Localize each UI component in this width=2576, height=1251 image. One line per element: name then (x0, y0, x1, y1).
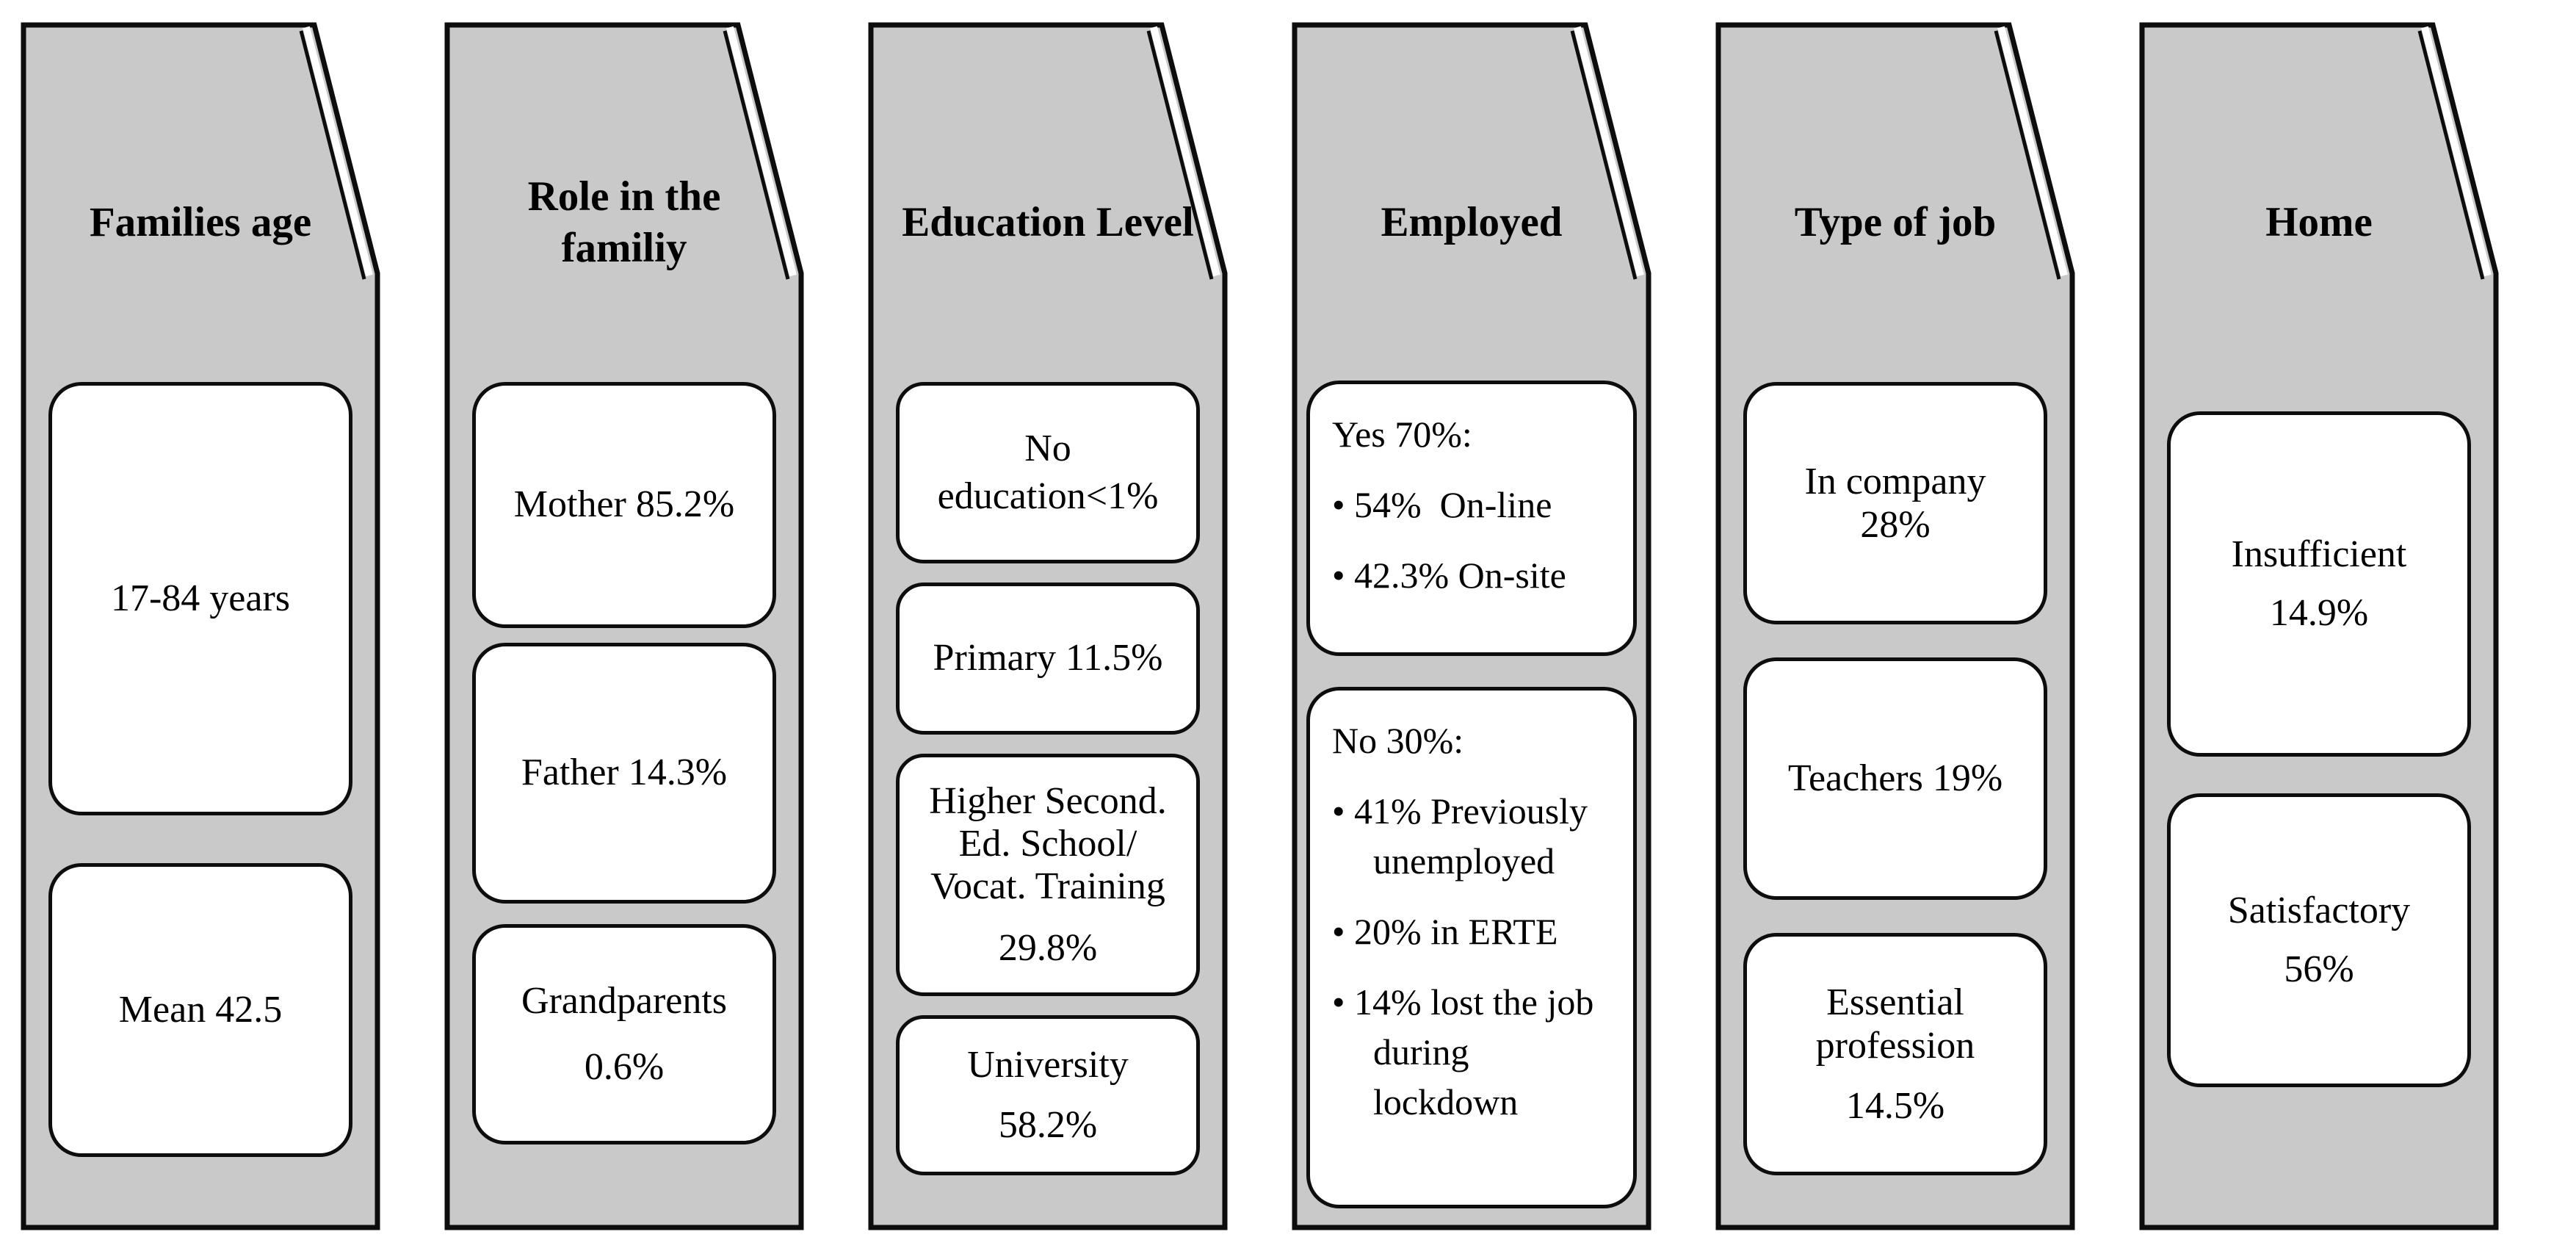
stat-box: Yes 70%: • 54% On-line • 42.3% On-site (1306, 381, 1637, 656)
stat-line: Ed. School/ (958, 822, 1137, 865)
stat-line: Father 14.3% (521, 751, 728, 794)
stat-bullet-line: • 41% Previously unemployed (1332, 790, 1597, 882)
stat-line: University (967, 1043, 1129, 1086)
stat-line: Primary 11.5% (933, 637, 1163, 679)
folded-corner-icon (2421, 26, 2492, 277)
panel-shape (1715, 22, 2075, 1230)
panel-title: Families age (21, 162, 380, 283)
stat-box: Insufficient 14.9% (2167, 411, 2471, 757)
stat-line: Grandparents (521, 979, 728, 1022)
stat-line: 17-84 years (110, 577, 291, 619)
panel-title-text: Employed (1381, 198, 1563, 245)
panel-home: Home Insufficient 14.9% Satisfactory 56% (2139, 22, 2499, 1230)
stat-box: No 30%: • 41% Previously unemployed • 20… (1306, 687, 1637, 1208)
panel-type-of-job: Type of job In company 28% Teachers 19% … (1715, 22, 2075, 1230)
stat-box: Satisfactory 56% (2167, 793, 2471, 1087)
stat-line: In company (1804, 460, 1986, 502)
stat-bullet-line: • 42.3% On-site (1332, 555, 1566, 596)
stat-box: Essential profession 14.5% (1743, 933, 2047, 1175)
folded-corner-icon (1574, 26, 1644, 277)
panel-employed: Employed Yes 70%: • 54% On-line • 42.3% … (1292, 22, 1651, 1230)
panel-title-text: Families age (89, 198, 312, 245)
stat-box: No education<1% (896, 382, 1200, 563)
folded-corner-icon (303, 26, 373, 277)
stat-line: 0.6% (584, 1046, 665, 1088)
stat-box: University 58.2% (896, 1015, 1200, 1175)
stat-box: Higher Second. Ed. School/ Vocat. Traini… (896, 754, 1200, 996)
panel-education-level: Education Level No education<1% Primary … (868, 22, 1228, 1230)
stat-bullet-line: • 14% lost the job during lockdown (1332, 981, 1603, 1122)
panel-title: Role in the familiy (444, 162, 804, 283)
folded-corner-icon (1146, 30, 1214, 280)
stat-box: Teachers 19% (1743, 657, 2047, 900)
stat-box: In company 28% (1743, 382, 2047, 624)
stat-line: Essential (1826, 981, 1964, 1024)
panel-title-text: Role in the familiy (527, 173, 721, 271)
stat-line: Satisfactory (2227, 889, 2411, 931)
stat-box: Primary 11.5% (896, 583, 1200, 735)
stat-line: Yes 70%: (1332, 414, 1472, 455)
stat-line: 14.5% (1845, 1084, 1945, 1127)
stat-box: Mean 42.5 (48, 863, 352, 1157)
stat-bullet-line: • 20% in ERTE (1332, 911, 1558, 952)
stat-box: 17-84 years (48, 382, 352, 815)
stat-line: 58.2% (998, 1104, 1098, 1146)
stat-line: Vocat. Training (930, 865, 1165, 907)
stat-line: Teachers 19% (1787, 757, 2003, 799)
panel-title: Type of job (1715, 162, 2075, 283)
stat-bullet-line: • 54% On-line (1332, 484, 1552, 525)
folded-corner-icon (1994, 30, 2061, 280)
folded-corner-icon (299, 30, 366, 280)
panel-role-in-family: Role in the familiy Mother 85.2% Father … (444, 22, 804, 1230)
stat-line: Higher Second. (929, 779, 1167, 822)
stat-line: No (1024, 428, 1071, 470)
folded-corner-icon (723, 30, 790, 280)
stat-line: Insufficient (2231, 533, 2407, 575)
stat-box: Grandparents 0.6% (472, 924, 776, 1144)
folded-corner-icon (1150, 26, 1220, 277)
stat-line: No 30%: (1332, 720, 1464, 761)
panel-title-text: Education Level (902, 198, 1194, 245)
panel-title: Employed (1292, 162, 1651, 283)
stat-line: 14.9% (2269, 592, 2369, 634)
panel-title-text: Home (2265, 198, 2373, 245)
folded-corner-icon (726, 26, 797, 277)
stat-line: education<1% (937, 475, 1159, 517)
stat-line: 56% (2284, 948, 2354, 990)
panel-title: Home (2139, 162, 2499, 283)
folded-corner-icon (1570, 30, 1638, 280)
panel-families-age: Families age 17-84 years Mean 42.5 (21, 22, 380, 1230)
stat-line: 28% (1860, 504, 1931, 546)
stat-box: Father 14.3% (472, 643, 776, 904)
folded-corner-icon (2417, 30, 2485, 280)
folded-corner-icon (1997, 26, 2068, 277)
stat-line: Mother 85.2% (513, 483, 735, 526)
panel-background (1715, 22, 2075, 1230)
stat-line: Mean 42.5 (118, 988, 283, 1031)
panel-title-text: Type of job (1794, 198, 1997, 245)
stat-line: 29.8% (998, 927, 1098, 970)
panel-title: Education Level (868, 162, 1228, 283)
stat-box: Mother 85.2% (472, 382, 776, 628)
stat-line: profession (1815, 1025, 1975, 1067)
